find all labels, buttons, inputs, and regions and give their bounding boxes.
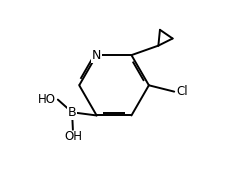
Text: HO: HO xyxy=(38,93,56,106)
Text: N: N xyxy=(92,49,101,62)
Text: Cl: Cl xyxy=(177,85,188,98)
Text: OH: OH xyxy=(64,130,82,143)
Text: B: B xyxy=(68,106,76,119)
